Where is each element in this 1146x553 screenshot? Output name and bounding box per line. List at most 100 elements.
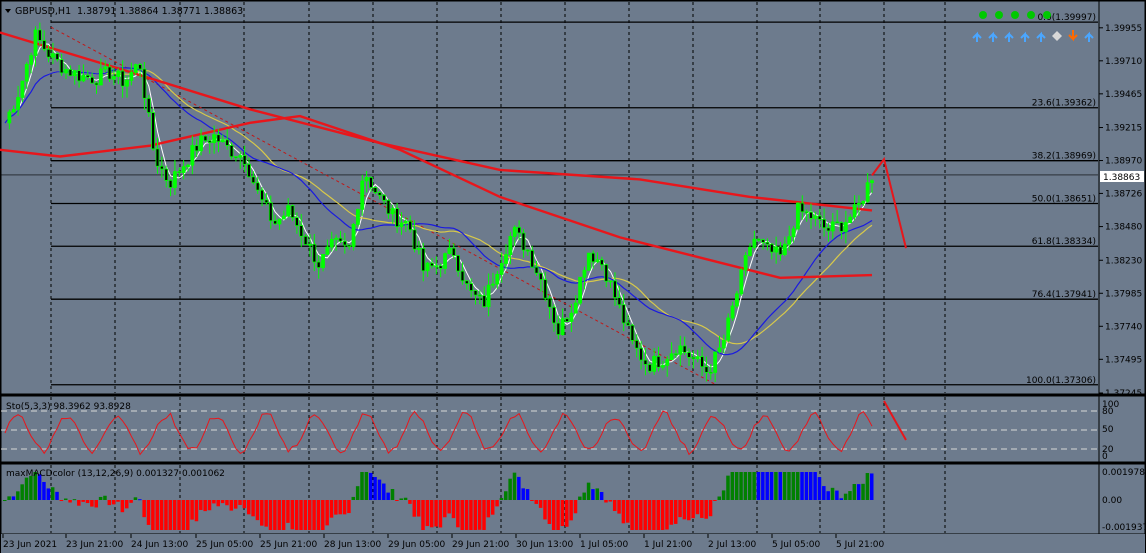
signal-dot-icon: [1043, 11, 1051, 19]
macd-bar: [233, 500, 238, 509]
candle-body: [199, 135, 203, 152]
candle-body: [77, 70, 81, 82]
candle-body: [234, 156, 238, 159]
macd-bar: [124, 500, 129, 509]
candle-body: [573, 302, 578, 314]
macd-bar: [312, 500, 316, 530]
stoch-level-80: 80: [1102, 407, 1114, 417]
candle-body: [591, 252, 596, 263]
candle-body: [408, 220, 413, 231]
main-chart-panel[interactable]: [0, 0, 1100, 395]
price-axis-label: 1.37245: [1105, 389, 1142, 399]
macd-bar: [77, 500, 81, 506]
candle-body: [120, 70, 125, 87]
candle-body: [660, 365, 665, 368]
macd-bar: [382, 483, 386, 500]
candle-body: [303, 235, 308, 245]
candle-body: [739, 269, 744, 295]
candle-body: [861, 200, 866, 204]
stochastic-axis-panel: [1098, 395, 1146, 463]
candle-body: [822, 218, 826, 229]
candle-body: [68, 69, 73, 77]
candle-body: [713, 351, 718, 373]
candle-body: [608, 280, 613, 283]
candle-body: [447, 247, 452, 255]
candle-body: [181, 166, 186, 173]
macd-bar: [299, 500, 303, 530]
macd-bar: [517, 476, 521, 500]
candle-body: [451, 247, 456, 256]
candle-body: [586, 252, 591, 271]
fibonacci-levels: 0.0(1.39997) 23.6(1.39362) 38.2(1.38969) 50…: [1, 13, 1098, 386]
macd-bar: [181, 500, 186, 530]
ma-blue-line: [4, 67, 873, 356]
macd-bar: [477, 500, 482, 530]
stochastic-panel[interactable]: [0, 395, 1100, 463]
candle-body: [835, 221, 840, 224]
macd-bar: [264, 500, 268, 527]
macd-bar: [68, 500, 72, 503]
macd-bar: [185, 500, 190, 530]
price-axis-panel[interactable]: [1098, 0, 1146, 395]
signal-dot-icon: [979, 11, 987, 19]
candle-body: [852, 204, 857, 218]
macd-bar: [456, 500, 460, 528]
macd-bar: [368, 472, 373, 500]
macd-bar: [242, 500, 247, 509]
macd-bar: [142, 500, 146, 518]
macd-bar: [251, 500, 255, 517]
time-axis-label: 28 Jun 13:00: [324, 540, 381, 550]
macd-bar: [390, 489, 395, 500]
macd-bar: [765, 472, 769, 500]
macd-bar: [377, 479, 382, 500]
price-axis-label: 1.38230: [1105, 256, 1142, 266]
time-axis: 23 Jun 2021 23 Jun 21:00 24 Jun 13:00 25 Ju…: [2, 534, 885, 550]
candle-body: [743, 255, 748, 271]
candle-body: [59, 59, 64, 74]
menu-triangle-icon[interactable]: [5, 9, 11, 13]
macd-bar: [37, 474, 42, 500]
candle-body: [870, 180, 874, 184]
candle-body: [299, 225, 304, 237]
macd-bar: [612, 500, 617, 512]
macd-bar: [11, 496, 16, 500]
signal-dot-icon: [1011, 11, 1019, 19]
macd-bar: [591, 489, 595, 500]
candle-body: [787, 236, 792, 245]
candle-body: [704, 366, 709, 373]
macd-bar: [551, 500, 556, 530]
macd-bar: [569, 500, 573, 521]
macd-bar: [172, 500, 177, 530]
candle-body: [634, 340, 639, 349]
macd-bar: [138, 499, 142, 501]
macd-bar: [826, 491, 830, 500]
candle-body: [207, 140, 212, 143]
macd-bar: [508, 478, 512, 500]
candle-body: [138, 64, 142, 70]
macd-bar: [521, 488, 525, 500]
macd-bar: [85, 500, 90, 504]
macd-bar: [817, 477, 822, 500]
macd-bar: [438, 500, 443, 528]
candle-body: [491, 283, 495, 286]
stoch-main-line: [4, 410, 873, 456]
ohlc-values: 1.38791 1.38864 1.38771 1.38863: [77, 6, 243, 17]
candle-body: [251, 176, 256, 184]
candle-body: [238, 155, 243, 158]
candle-body: [90, 76, 95, 84]
stoch-level-50: 50: [1102, 425, 1114, 435]
candle-body: [55, 53, 60, 60]
macd-bar: [604, 500, 608, 503]
candle-body: [857, 203, 861, 206]
candle-body: [595, 259, 600, 263]
price-axis-label: 1.37985: [1105, 289, 1142, 299]
candle-body: [848, 216, 853, 224]
candle-body: [748, 246, 752, 256]
macd-bar: [608, 500, 613, 502]
signal-dot-icon: [995, 11, 1003, 19]
macd-bar: [795, 472, 800, 500]
arrow-up-icon: [1004, 31, 1014, 42]
macd-bar: [155, 500, 159, 530]
macd-bar: [238, 500, 242, 505]
time-axis-panel: [1, 534, 1145, 553]
